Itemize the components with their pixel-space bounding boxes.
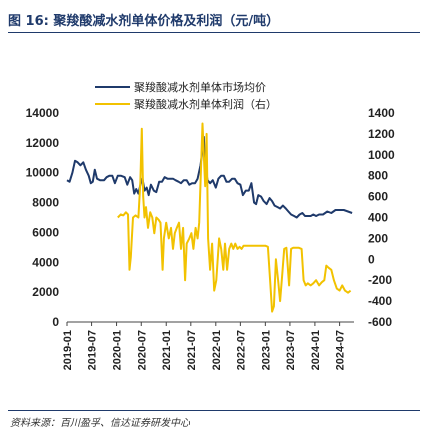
x-tick-label: 2023-07 (285, 330, 297, 370)
y-right-tick-label: 200 (368, 231, 388, 245)
x-tick-label: 2023-01 (260, 330, 272, 370)
x-tick-label: 2019-01 (62, 330, 74, 370)
y-right-tick-label: -200 (368, 273, 392, 287)
series-layer (66, 122, 353, 313)
y-left-tick-label: 14000 (26, 106, 60, 120)
y-left-tick-label: 2000 (32, 285, 59, 299)
axes-layer: 02000400060008000100001200014000-600-400… (26, 106, 395, 370)
source-divider (8, 410, 420, 411)
y-right-tick-label: 1400 (368, 106, 395, 120)
y-right-tick-label: 0 (368, 252, 375, 266)
y-left-tick-label: 0 (52, 315, 59, 329)
y-left-tick-label: 6000 (32, 225, 59, 239)
y-right-tick-label: 1000 (368, 148, 395, 162)
y-right-tick-label: 800 (368, 169, 388, 183)
y-left-tick-label: 10000 (26, 166, 60, 180)
x-tick-label: 2024-07 (335, 330, 347, 370)
x-tick-label: 2020-01 (112, 330, 124, 370)
y-right-tick-label: -600 (368, 315, 392, 329)
series-line-price (66, 135, 353, 219)
legend-label: 聚羧酸减水剂单体利润（右） (134, 97, 277, 111)
x-tick-label: 2020-07 (136, 330, 148, 370)
x-tick-label: 2022-07 (235, 330, 247, 370)
x-tick-label: 2021-01 (161, 330, 173, 370)
x-tick-label: 2019-07 (87, 330, 99, 370)
y-right-tick-label: 600 (368, 190, 388, 204)
x-tick-label: 2022-01 (211, 330, 223, 370)
series-line-profit (117, 122, 352, 313)
x-tick-label: 2021-07 (186, 330, 198, 370)
legend-label: 聚羧酸减水剂单体市场均价 (134, 80, 266, 94)
y-left-tick-label: 4000 (32, 255, 59, 269)
chart-title: 图 16: 聚羧酸减水剂单体价格及利润（元/吨） (8, 14, 280, 29)
x-tick-label: 2024-01 (310, 330, 322, 370)
source-note: 资料来源：百川盈孚、信达证券研发中心 (10, 418, 190, 429)
y-right-tick-label: -400 (368, 294, 392, 308)
title-bar: 图 16: 聚羧酸减水剂单体价格及利润（元/吨） (8, 8, 420, 33)
y-left-tick-label: 12000 (26, 136, 60, 150)
y-right-tick-label: 400 (368, 211, 388, 225)
y-right-tick-label: 1200 (368, 127, 395, 141)
y-left-tick-label: 8000 (32, 196, 59, 210)
